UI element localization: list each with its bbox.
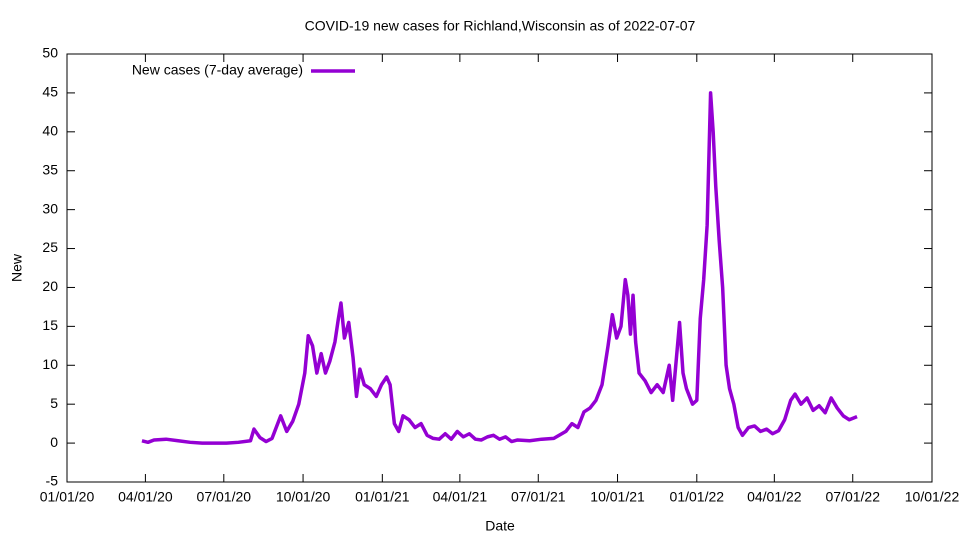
x-tick-label: 04/01/21 xyxy=(433,489,488,505)
y-tick-label: -5 xyxy=(46,473,59,489)
x-tick-label: 04/01/20 xyxy=(118,489,173,505)
y-tick-label: 35 xyxy=(42,161,58,177)
x-tick-label: 07/01/20 xyxy=(197,489,252,505)
x-tick-label: 04/01/22 xyxy=(747,489,802,505)
x-tick-label: 10/01/22 xyxy=(905,489,960,505)
y-tick-label: 15 xyxy=(42,317,58,333)
chart-title: COVID-19 new cases for Richland,Wisconsi… xyxy=(305,18,696,34)
y-tick-label: 10 xyxy=(42,356,58,372)
x-tick-label: 01/01/21 xyxy=(355,489,410,505)
y-tick-label: 45 xyxy=(42,84,58,100)
x-tick-label: 01/01/20 xyxy=(40,489,95,505)
x-axis-label: Date xyxy=(485,518,515,534)
plot-frame xyxy=(66,53,933,483)
x-tick-label: 07/01/22 xyxy=(825,489,880,505)
y-tick-label: 40 xyxy=(42,123,58,139)
y-axis-label: New xyxy=(9,253,25,282)
legend-label: New cases (7-day average) xyxy=(132,62,303,78)
y-tick-label: 20 xyxy=(42,278,58,294)
data-line xyxy=(141,91,858,445)
y-tick-label: 5 xyxy=(50,395,58,411)
x-tick-label: 07/01/21 xyxy=(511,489,566,505)
y-tick-label: 0 xyxy=(50,434,58,450)
x-tick-label: 10/01/21 xyxy=(590,489,645,505)
x-tick-label: 01/01/22 xyxy=(670,489,725,505)
y-tick-label: 50 xyxy=(42,45,58,61)
y-tick-label: 25 xyxy=(42,239,58,255)
x-tick-label: 10/01/20 xyxy=(276,489,331,505)
y-tick-label: 30 xyxy=(42,200,58,216)
